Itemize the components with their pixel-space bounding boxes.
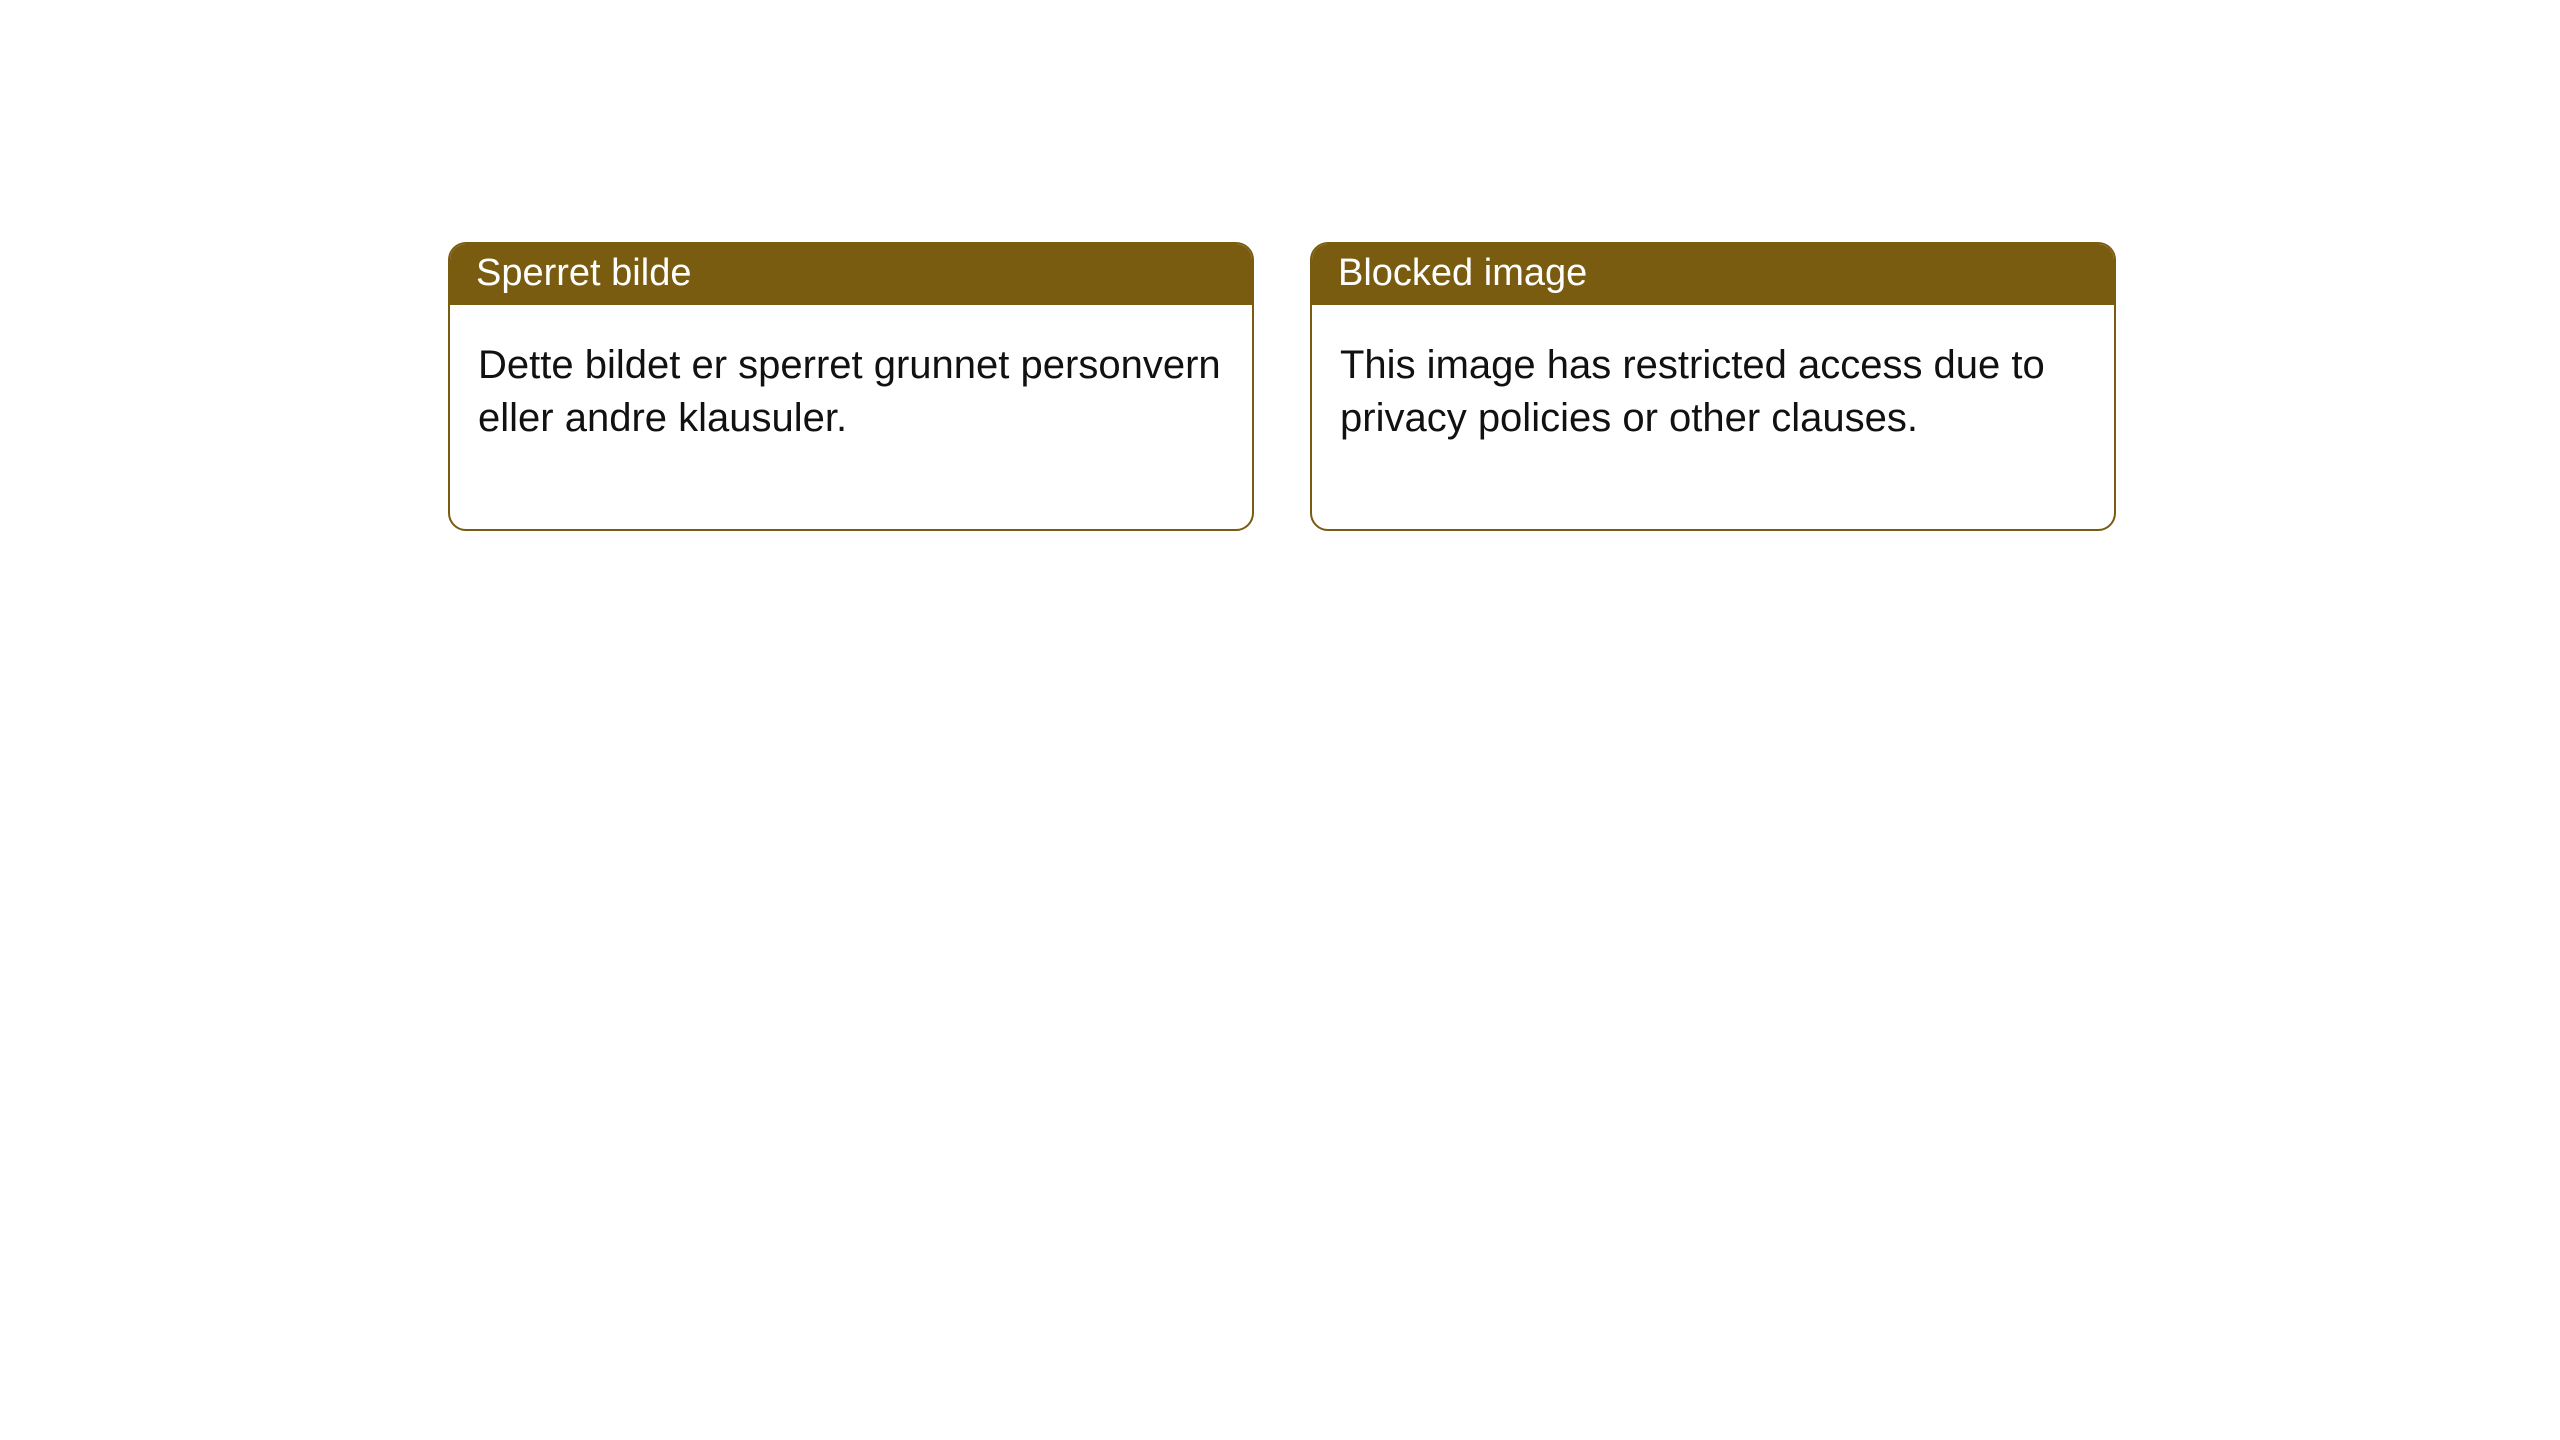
- notice-body: Dette bildet er sperret grunnet personve…: [450, 305, 1252, 529]
- notice-title: Sperret bilde: [450, 244, 1252, 305]
- notice-row: Sperret bilde Dette bildet er sperret gr…: [0, 0, 2560, 531]
- notice-card-english: Blocked image This image has restricted …: [1310, 242, 2116, 531]
- notice-body: This image has restricted access due to …: [1312, 305, 2114, 529]
- notice-card-norwegian: Sperret bilde Dette bildet er sperret gr…: [448, 242, 1254, 531]
- notice-title: Blocked image: [1312, 244, 2114, 305]
